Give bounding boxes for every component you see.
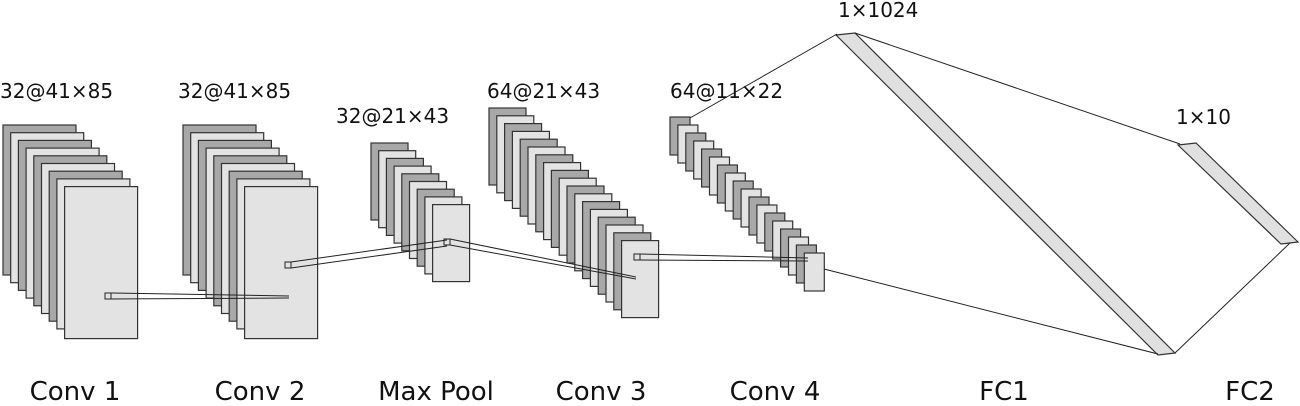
conv3-feature-map xyxy=(620,240,660,319)
maxpool-dims-label: 32@21×43 xyxy=(336,104,449,128)
maxpool-to-conv3-link-top xyxy=(449,238,637,278)
fc2-name-label: FC2 xyxy=(1225,377,1275,406)
conv1-dims-label: 32@41×85 xyxy=(0,79,113,103)
conv2-to-maxpool-link-bottom xyxy=(290,245,448,269)
conv4-to-fc1-link-top xyxy=(689,33,838,119)
fc2-layer xyxy=(1176,142,1300,245)
conv4-feature-map xyxy=(803,252,825,292)
receptive-field-links xyxy=(104,32,1291,355)
conv4-dims-label: 64@11×22 xyxy=(670,79,783,103)
conv2-dims-label: 32@41×85 xyxy=(178,79,291,103)
conv2-name-label: Conv 2 xyxy=(215,377,306,406)
conv3-to-conv4-link-top xyxy=(639,253,809,259)
conv2-feature-map xyxy=(244,186,319,340)
maxpool-feature-map xyxy=(432,204,471,283)
conv3-feature-maps xyxy=(488,107,660,319)
fc1-dims-label: 1×1024 xyxy=(838,0,918,22)
fc1-to-fc2-link-top xyxy=(854,32,1181,145)
conv3-to-conv4-link-bottom xyxy=(639,259,809,262)
conv4-feature-maps xyxy=(669,116,825,292)
maxpool-kernel-marker xyxy=(443,238,451,246)
conv2-kernel-marker xyxy=(284,261,292,269)
conv4-name-label: Conv 4 xyxy=(730,377,821,406)
conv1-feature-maps xyxy=(2,124,139,340)
conv4-to-fc1-link-bottom xyxy=(823,268,1159,355)
fc1-to-fc2-link-bottom xyxy=(1174,242,1291,354)
maxpool-feature-maps xyxy=(370,142,471,283)
conv3-kernel-marker xyxy=(633,253,641,261)
fc2-dims-label: 1×10 xyxy=(1176,105,1231,129)
maxpool-to-conv3-link-bottom xyxy=(449,244,637,280)
conv1-to-conv2-link-top xyxy=(110,292,290,297)
conv1-kernel-marker xyxy=(104,292,112,300)
fc1-layer xyxy=(834,32,1177,356)
conv3-name-label: Conv 3 xyxy=(556,377,647,406)
conv2-to-maxpool-link-top xyxy=(290,239,448,263)
conv1-name-label: Conv 1 xyxy=(30,377,121,406)
conv1-feature-map xyxy=(63,186,139,340)
conv2-feature-maps xyxy=(182,124,319,340)
conv3-dims-label: 64@21×43 xyxy=(487,79,600,103)
fc1-name-label: FC1 xyxy=(979,377,1029,406)
conv1-to-conv2-link-bottom xyxy=(110,297,290,300)
maxpool-name-label: Max Pool xyxy=(378,377,494,406)
